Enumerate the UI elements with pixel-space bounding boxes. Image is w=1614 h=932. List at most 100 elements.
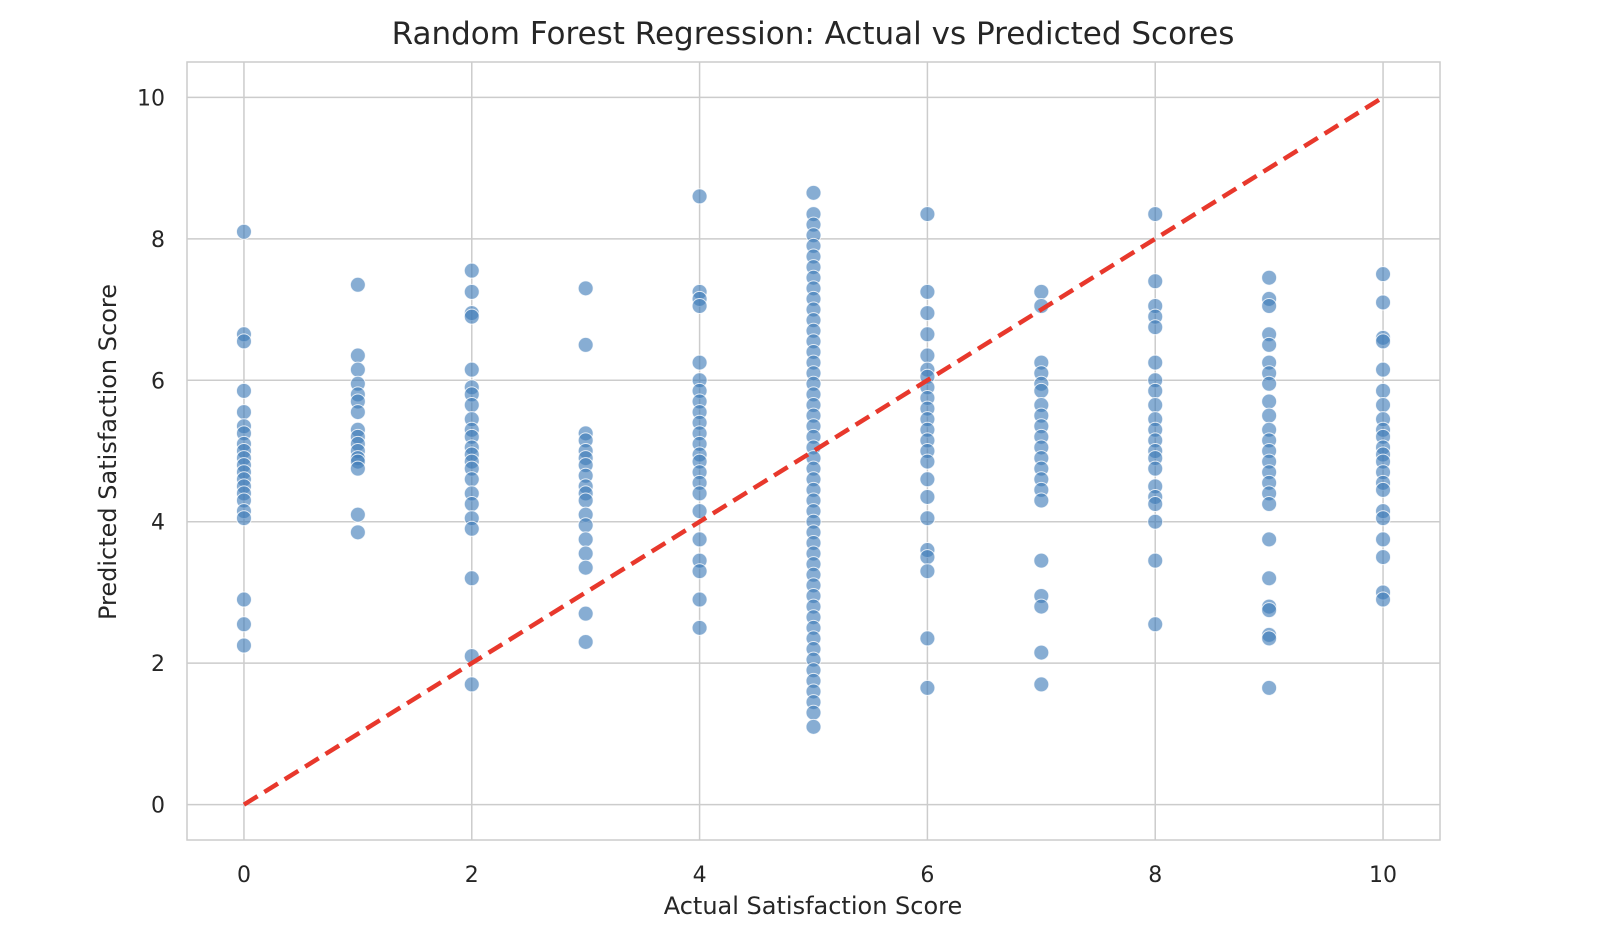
data-point — [463, 283, 480, 300]
data-point — [577, 605, 594, 622]
data-point — [1261, 531, 1278, 548]
data-point — [1033, 644, 1050, 661]
data-point — [1147, 206, 1164, 223]
data-point — [1375, 591, 1392, 608]
data-point — [1375, 294, 1392, 311]
y-axis-label: Predicted Satisfaction Score — [94, 284, 122, 620]
y-tick-label: 4 — [151, 511, 165, 536]
data-point — [463, 570, 480, 587]
data-point — [919, 563, 936, 580]
data-point — [235, 616, 252, 633]
data-point — [235, 382, 252, 399]
data-point — [577, 559, 594, 576]
data-point — [691, 619, 708, 636]
x-tick-label: 8 — [1148, 863, 1162, 888]
data-point — [349, 524, 366, 541]
data-point — [919, 488, 936, 505]
data-point — [463, 520, 480, 537]
data-point — [463, 308, 480, 325]
data-point — [1147, 496, 1164, 513]
data-point — [577, 517, 594, 534]
data-point — [463, 471, 480, 488]
data-point — [691, 563, 708, 580]
data-point — [1261, 496, 1278, 513]
data-point — [349, 404, 366, 421]
data-point — [1261, 393, 1278, 410]
plot-frame — [186, 61, 1441, 841]
data-point — [919, 549, 936, 566]
data-point — [919, 326, 936, 343]
data-point — [1261, 269, 1278, 286]
data-point — [1033, 382, 1050, 399]
data-point — [1147, 382, 1164, 399]
data-point — [1261, 679, 1278, 696]
data-point — [1147, 354, 1164, 371]
data-point — [577, 633, 594, 650]
data-point — [919, 347, 936, 364]
data-point — [349, 361, 366, 378]
data-point — [1147, 273, 1164, 290]
data-point — [919, 679, 936, 696]
y-tick-label: 8 — [151, 228, 165, 253]
data-point — [1261, 570, 1278, 587]
data-point — [691, 503, 708, 520]
data-point — [691, 354, 708, 371]
data-point — [919, 510, 936, 527]
data-point — [1261, 336, 1278, 353]
data-point — [1375, 397, 1392, 414]
y-tick-labels: 0 2 4 6 8 10 — [137, 86, 165, 818]
data-point — [577, 545, 594, 562]
data-point — [1261, 375, 1278, 392]
data-point — [1033, 598, 1050, 615]
data-point — [235, 404, 252, 421]
data-point — [577, 280, 594, 297]
data-point — [919, 453, 936, 470]
data-point — [463, 397, 480, 414]
data-point — [1147, 460, 1164, 477]
data-point — [1375, 481, 1392, 498]
data-point — [349, 506, 366, 523]
y-tick-label: 0 — [151, 794, 165, 819]
x-tick-label: 6 — [920, 863, 934, 888]
reference-line — [242, 95, 1385, 807]
data-point — [1261, 630, 1278, 647]
data-point — [691, 531, 708, 548]
data-point — [235, 510, 252, 527]
data-point — [1033, 676, 1050, 693]
data-point — [1375, 549, 1392, 566]
data-point — [463, 262, 480, 279]
data-point — [349, 347, 366, 364]
data-point — [1147, 616, 1164, 633]
data-point — [1147, 319, 1164, 336]
data-point — [1147, 552, 1164, 569]
x-tick-label: 0 — [237, 863, 251, 888]
data-point — [1375, 361, 1392, 378]
data-point — [919, 471, 936, 488]
y-tick-label: 6 — [151, 369, 165, 394]
data-point — [463, 676, 480, 693]
y-tick-label: 10 — [137, 86, 165, 111]
y-tick-label: 2 — [151, 652, 165, 677]
data-point — [1375, 333, 1392, 350]
data-point — [1375, 382, 1392, 399]
data-point — [235, 591, 252, 608]
x-tick-label: 2 — [465, 863, 479, 888]
data-point — [805, 704, 822, 721]
data-point — [349, 276, 366, 293]
data-point — [805, 184, 822, 201]
chart-title: Random Forest Regression: Actual vs Pred… — [392, 16, 1235, 52]
x-tick-label: 4 — [693, 863, 707, 888]
data-point — [463, 361, 480, 378]
data-point — [1375, 266, 1392, 283]
x-tick-labels: 0 2 4 6 8 10 — [237, 863, 1397, 888]
data-point — [235, 223, 252, 240]
data-point — [577, 336, 594, 353]
data-point — [691, 591, 708, 608]
data-point — [577, 531, 594, 548]
data-point — [577, 492, 594, 509]
data-point — [691, 485, 708, 502]
data-point — [463, 496, 480, 513]
data-point — [691, 298, 708, 315]
